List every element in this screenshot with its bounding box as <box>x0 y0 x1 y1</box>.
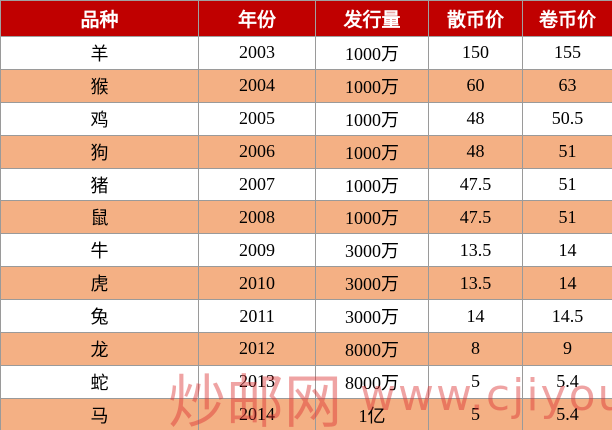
table-cell: 60 <box>428 68 523 103</box>
table-cell: 8000万 <box>315 364 429 399</box>
table-cell: 牛 <box>0 233 199 268</box>
table-cell: 63 <box>522 68 612 103</box>
table-row: 牛 2009 3000万 13.5 14 <box>0 233 612 268</box>
table-cell: 14 <box>522 266 612 301</box>
table-cell: 13.5 <box>428 233 523 268</box>
table-cell: 5 <box>428 397 523 430</box>
table-cell: 猴 <box>0 68 199 103</box>
table-row: 虎 2010 3000万 13.5 14 <box>0 266 612 301</box>
table-cell: 虎 <box>0 266 199 301</box>
table-cell: 2013 <box>198 364 316 399</box>
table-cell: 5.4 <box>522 364 612 399</box>
table-cell: 14 <box>522 233 612 268</box>
table-cell: 8000万 <box>315 332 429 366</box>
table-cell: 2003 <box>198 36 316 70</box>
table-cell: 3000万 <box>315 233 429 268</box>
table-cell: 2009 <box>198 233 316 268</box>
table-cell: 2008 <box>198 200 316 235</box>
table-cell: 51 <box>522 167 612 202</box>
table-cell: 1亿 <box>315 397 429 430</box>
header-cell: 品种 <box>0 0 199 37</box>
table-cell: 3000万 <box>315 266 429 301</box>
table-cell: 14 <box>428 299 523 334</box>
table-cell: 龙 <box>0 332 199 366</box>
header-cell: 发行量 <box>315 0 429 37</box>
table-cell: 羊 <box>0 36 199 70</box>
table-cell: 2005 <box>198 101 316 136</box>
table-row: 鸡 2005 1000万 48 50.5 <box>0 101 612 136</box>
table-cell: 2004 <box>198 68 316 103</box>
table-cell: 1000万 <box>315 200 429 235</box>
table-cell: 猪 <box>0 167 199 202</box>
table-cell: 13.5 <box>428 266 523 301</box>
table-cell: 1000万 <box>315 101 429 136</box>
table-cell: 5 <box>428 364 523 399</box>
table-row: 兔 2011 3000万 14 14.5 <box>0 299 612 334</box>
table-cell: 150 <box>428 36 523 70</box>
table-cell: 3000万 <box>315 299 429 334</box>
table-cell: 2011 <box>198 299 316 334</box>
table-cell: 48 <box>428 134 523 169</box>
table-row: 龙 2012 8000万 8 9 <box>0 332 612 366</box>
table-cell: 鸡 <box>0 101 199 136</box>
table-cell: 2007 <box>198 167 316 202</box>
table-cell: 48 <box>428 101 523 136</box>
table-cell: 1000万 <box>315 36 429 70</box>
header-cell: 散币价 <box>428 0 523 37</box>
table-row: 猪 2007 1000万 47.5 51 <box>0 167 612 202</box>
table-cell: 47.5 <box>428 167 523 202</box>
table-cell: 鼠 <box>0 200 199 235</box>
table-cell: 狗 <box>0 134 199 169</box>
table-cell: 1000万 <box>315 167 429 202</box>
header-cell: 卷币价 <box>522 0 612 37</box>
table-cell: 2014 <box>198 397 316 430</box>
table-row: 羊 2003 1000万 150 155 <box>0 36 612 70</box>
table-cell: 2010 <box>198 266 316 301</box>
table-cell: 1000万 <box>315 68 429 103</box>
table-cell: 5.4 <box>522 397 612 430</box>
table-cell: 兔 <box>0 299 199 334</box>
table-cell: 51 <box>522 200 612 235</box>
table-cell: 马 <box>0 397 199 430</box>
table-row: 马 2014 1亿 5 5.4 <box>0 397 612 430</box>
table-row: 狗 2006 1000万 48 51 <box>0 134 612 169</box>
table-cell: 14.5 <box>522 299 612 334</box>
table-body: 羊 2003 1000万 150 155 猴 2004 1000万 60 63 鸡 2005 1000万… <box>0 36 612 430</box>
table-cell: 2006 <box>198 134 316 169</box>
table-cell: 155 <box>522 36 612 70</box>
table-cell: 50.5 <box>522 101 612 136</box>
table-cell: 51 <box>522 134 612 169</box>
table-row: 蛇 2013 8000万 5 5.4 <box>0 364 612 399</box>
table-cell: 2012 <box>198 332 316 366</box>
table-cell: 8 <box>428 332 523 366</box>
table-cell: 1000万 <box>315 134 429 169</box>
table-cell: 9 <box>522 332 612 366</box>
header-row: 品种 年份 发行量 散币价 卷币价 <box>0 0 612 37</box>
table-cell: 47.5 <box>428 200 523 235</box>
table-row: 鼠 2008 1000万 47.5 51 <box>0 200 612 235</box>
table-row: 猴 2004 1000万 60 63 <box>0 68 612 103</box>
header-cell: 年份 <box>198 0 316 37</box>
table-cell: 蛇 <box>0 364 199 399</box>
